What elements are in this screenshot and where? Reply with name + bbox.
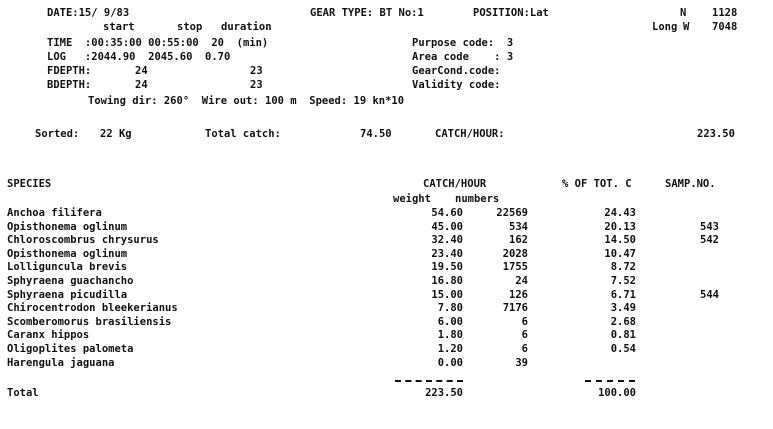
sorted-label: Sorted: (35, 128, 80, 140)
weight: 1.80 (437, 329, 463, 342)
pct-of-total: 14.50 (604, 234, 636, 247)
species-name: Opisthonema oglinum (7, 247, 128, 260)
total-weight: 223.50 (425, 387, 463, 399)
purpose-code: Purpose code: 3 (412, 37, 514, 49)
numbers: 2028 (502, 247, 528, 260)
species-name: Anchoa filifera (7, 207, 102, 219)
col-numbers: numbers (455, 193, 500, 205)
total-pct: 100.00 (598, 387, 636, 399)
numbers: 24 (515, 275, 528, 287)
species-name: Opisthonema oglinum (7, 220, 128, 233)
species-name: Sphyraena picudilla (7, 288, 128, 301)
col-species: SPECIES (7, 178, 52, 190)
species-name: Chirocentrodon bleekerianus (7, 302, 178, 315)
pct-of-total: 2.68 (610, 315, 636, 328)
numbers: 22569 (496, 207, 528, 219)
weight: 19.50 (431, 261, 463, 274)
pct-of-total: 0.81 (610, 329, 636, 342)
weight: 16.80 (431, 275, 463, 287)
area-code: Area code : 3 (412, 51, 514, 63)
species-name: Sphyraena guachancho (7, 275, 134, 287)
pct-of-total: 3.49 (610, 302, 636, 315)
numbers: 39 (515, 356, 528, 369)
total-label: Total (7, 387, 39, 399)
col-weight: weight (393, 193, 431, 205)
col-start: start (103, 21, 135, 33)
species-name: Lolliguncula brevis (7, 261, 128, 274)
weight-total-divider (395, 380, 463, 382)
lat-value: 1128 (712, 7, 738, 19)
species-name: Harengula jaguana (7, 356, 115, 369)
long-value: 7048 (712, 21, 738, 33)
numbers: 126 (509, 288, 528, 301)
bdepth-label: BDEPTH: (47, 79, 92, 91)
col-catch-hour: CATCH/HOUR (423, 178, 487, 190)
bdepth-start: 24 (135, 79, 148, 91)
long-label: Long (652, 21, 678, 33)
col-pct: % OF TOT. C (562, 178, 632, 190)
weight: 15.00 (431, 288, 463, 301)
weight: 6.00 (437, 315, 463, 328)
fdepth-start: 24 (135, 65, 148, 77)
pct-of-total: 7.52 (610, 275, 636, 287)
log-row: LOG :2044.90 2045.60 0.70 (47, 51, 231, 63)
numbers: 534 (509, 220, 528, 233)
weight: 45.00 (431, 220, 463, 233)
lat-hemisphere: N (680, 7, 687, 19)
gearcond-code: GearCond.code: (412, 65, 501, 77)
catch-hour-label: CATCH/HOUR: (435, 128, 505, 140)
sample-number: 542 (700, 234, 719, 247)
species-name: Scomberomorus brasiliensis (7, 315, 172, 328)
col-duration: duration (221, 21, 272, 33)
validity-code: Validity code: (412, 79, 501, 91)
pct-of-total: 20.13 (604, 220, 636, 233)
date: DATE:15/ 9/83 (47, 7, 130, 19)
bdepth-stop: 23 (250, 79, 263, 91)
sample-number: 543 (700, 220, 719, 233)
numbers: 1755 (502, 261, 528, 274)
weight: 1.20 (437, 343, 463, 355)
numbers: 162 (509, 234, 528, 247)
species-name: Oligoplites palometa (7, 343, 134, 355)
fdepth-stop: 23 (250, 65, 263, 77)
col-samp: SAMP.NO. (665, 178, 716, 190)
numbers: 6 (521, 329, 528, 342)
fdepth-label: FDEPTH: (47, 65, 92, 77)
col-stop: stop (177, 21, 203, 33)
total-catch-label: Total catch: (205, 128, 281, 140)
numbers: 6 (521, 343, 528, 355)
pct-total-divider (585, 380, 635, 382)
weight: 0.00 (437, 356, 463, 369)
gear-type: GEAR TYPE: BT No:1 (310, 7, 424, 19)
long-hemisphere: W (683, 21, 690, 33)
catch-hour-value: 223.50 (697, 128, 735, 140)
weight: 54.60 (431, 207, 463, 219)
pct-of-total: 24.43 (604, 207, 636, 219)
position-label: POSITION:Lat (473, 7, 549, 19)
numbers: 6 (521, 315, 528, 328)
total-catch-value: 74.50 (360, 128, 392, 140)
weight: 7.80 (437, 302, 463, 315)
pct-of-total: 6.71 (610, 288, 636, 301)
numbers: 7176 (502, 302, 528, 315)
pct-of-total: 10.47 (604, 247, 636, 260)
time-row: TIME :00:35:00 00:55:00 20 (min) (47, 37, 269, 49)
weight: 23.40 (431, 247, 463, 260)
species-name: Chloroscombrus chrysurus (7, 234, 159, 247)
species-name: Caranx hippos (7, 329, 90, 342)
pct-of-total: 0.54 (610, 343, 636, 355)
weight: 32.40 (431, 234, 463, 247)
towing-info: Towing dir: 260° Wire out: 100 m Speed: … (88, 95, 405, 107)
pct-of-total: 8.72 (610, 261, 636, 274)
sample-number: 544 (700, 288, 719, 301)
sorted-value: 22 Kg (100, 128, 132, 140)
